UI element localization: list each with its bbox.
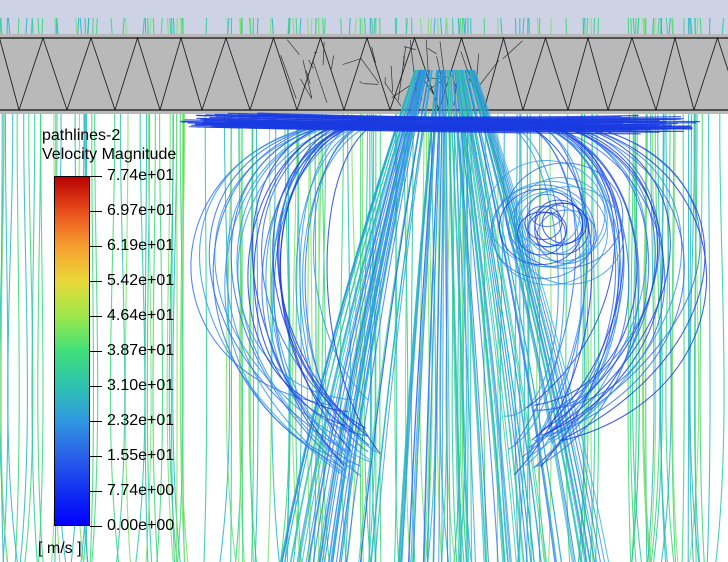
- pathline: [205, 114, 622, 119]
- pathline: [536, 209, 597, 264]
- scene-top-band: [0, 0, 728, 34]
- legend-title: pathlines-2: [42, 127, 121, 144]
- colormap-tick: [90, 456, 102, 457]
- colormap-label: 0.00e+00: [107, 517, 175, 534]
- mesh-edge: [0, 37, 728, 111]
- pathlines-jet-group: [180, 69, 708, 562]
- pathline: [491, 180, 608, 286]
- legend-quantity-label: Velocity Magnitude: [42, 146, 177, 163]
- pathline: [507, 191, 593, 268]
- pathline: [534, 199, 583, 246]
- mesh-edge: [312, 60, 328, 103]
- mesh-edge: [359, 80, 363, 85]
- mesh-edge: [280, 55, 297, 99]
- colormap-label: 6.19e+01: [107, 237, 175, 254]
- colormap-label: 7.74e+01: [107, 167, 175, 184]
- mesh-edge: [363, 83, 379, 85]
- colormap-label: 1.55e+01: [107, 447, 175, 464]
- mesh-edge: [331, 55, 334, 70]
- colormap-label: 4.64e+01: [107, 307, 175, 324]
- mesh-edge: [322, 41, 325, 66]
- mesh-edge: [302, 59, 313, 99]
- colormap-tick: [90, 386, 102, 387]
- pathline: [486, 160, 606, 267]
- colormap-tick: [90, 526, 102, 527]
- mesh-edge: [391, 84, 412, 99]
- pathline: [514, 187, 580, 247]
- pathline: [202, 123, 684, 132]
- colormap-tick: [90, 421, 102, 422]
- mesh-edge: [308, 59, 314, 69]
- pathline: [228, 121, 627, 130]
- colormap-tick: [90, 246, 102, 247]
- colormap-label: 2.32e+01: [107, 412, 175, 429]
- mesh-edge: [425, 39, 429, 79]
- mesh-edge: [360, 58, 380, 84]
- pathline: [188, 126, 670, 133]
- pathline: [486, 119, 559, 417]
- colormap-label: 5.42e+01: [107, 272, 175, 289]
- pathline: [247, 119, 383, 413]
- pathline: [195, 114, 643, 124]
- pathline: [541, 202, 588, 244]
- pathline: [227, 112, 639, 118]
- colormap-label: 3.87e+01: [107, 342, 175, 359]
- pathline: [508, 119, 630, 411]
- colormap-tick: [90, 491, 102, 492]
- colormap-tick: [90, 351, 102, 352]
- pathline: [505, 162, 624, 269]
- pathlines-vortex-group: [486, 160, 625, 286]
- pathline: [304, 119, 391, 453]
- pathline: [517, 211, 566, 256]
- mesh-edge: [502, 40, 523, 60]
- colormap-tick: [90, 316, 102, 317]
- mesh-edge: [479, 59, 500, 86]
- mesh-edge: [384, 82, 402, 107]
- pathline: [514, 186, 625, 285]
- pathline: [527, 211, 568, 248]
- mesh-edge: [305, 70, 311, 84]
- pathline: [212, 119, 380, 465]
- colormap-tick: [90, 211, 102, 212]
- mesh-edge: [300, 78, 312, 99]
- surface-mesh: [0, 36, 728, 111]
- colormap-label: 3.10e+01: [107, 377, 175, 394]
- legend-units-label: [ m/s ]: [38, 540, 82, 557]
- pathline: [534, 202, 590, 255]
- colormap-label: 7.74e+00: [107, 482, 175, 499]
- pathline: [528, 193, 566, 228]
- colormap-tick: [90, 176, 102, 177]
- mesh-edge: [397, 46, 407, 101]
- pathline: [295, 119, 395, 460]
- mesh-edge: [371, 46, 376, 64]
- colormap-bar: [54, 176, 90, 526]
- pathline: [261, 119, 405, 437]
- pathline: [237, 119, 395, 401]
- mesh-edge: [390, 65, 394, 93]
- mesh-edge: [342, 58, 360, 65]
- mesh-edge: [427, 47, 437, 55]
- mesh-edge: [286, 39, 300, 55]
- colormap-tick: [90, 281, 102, 282]
- colormap-label: 6.97e+01: [107, 202, 175, 219]
